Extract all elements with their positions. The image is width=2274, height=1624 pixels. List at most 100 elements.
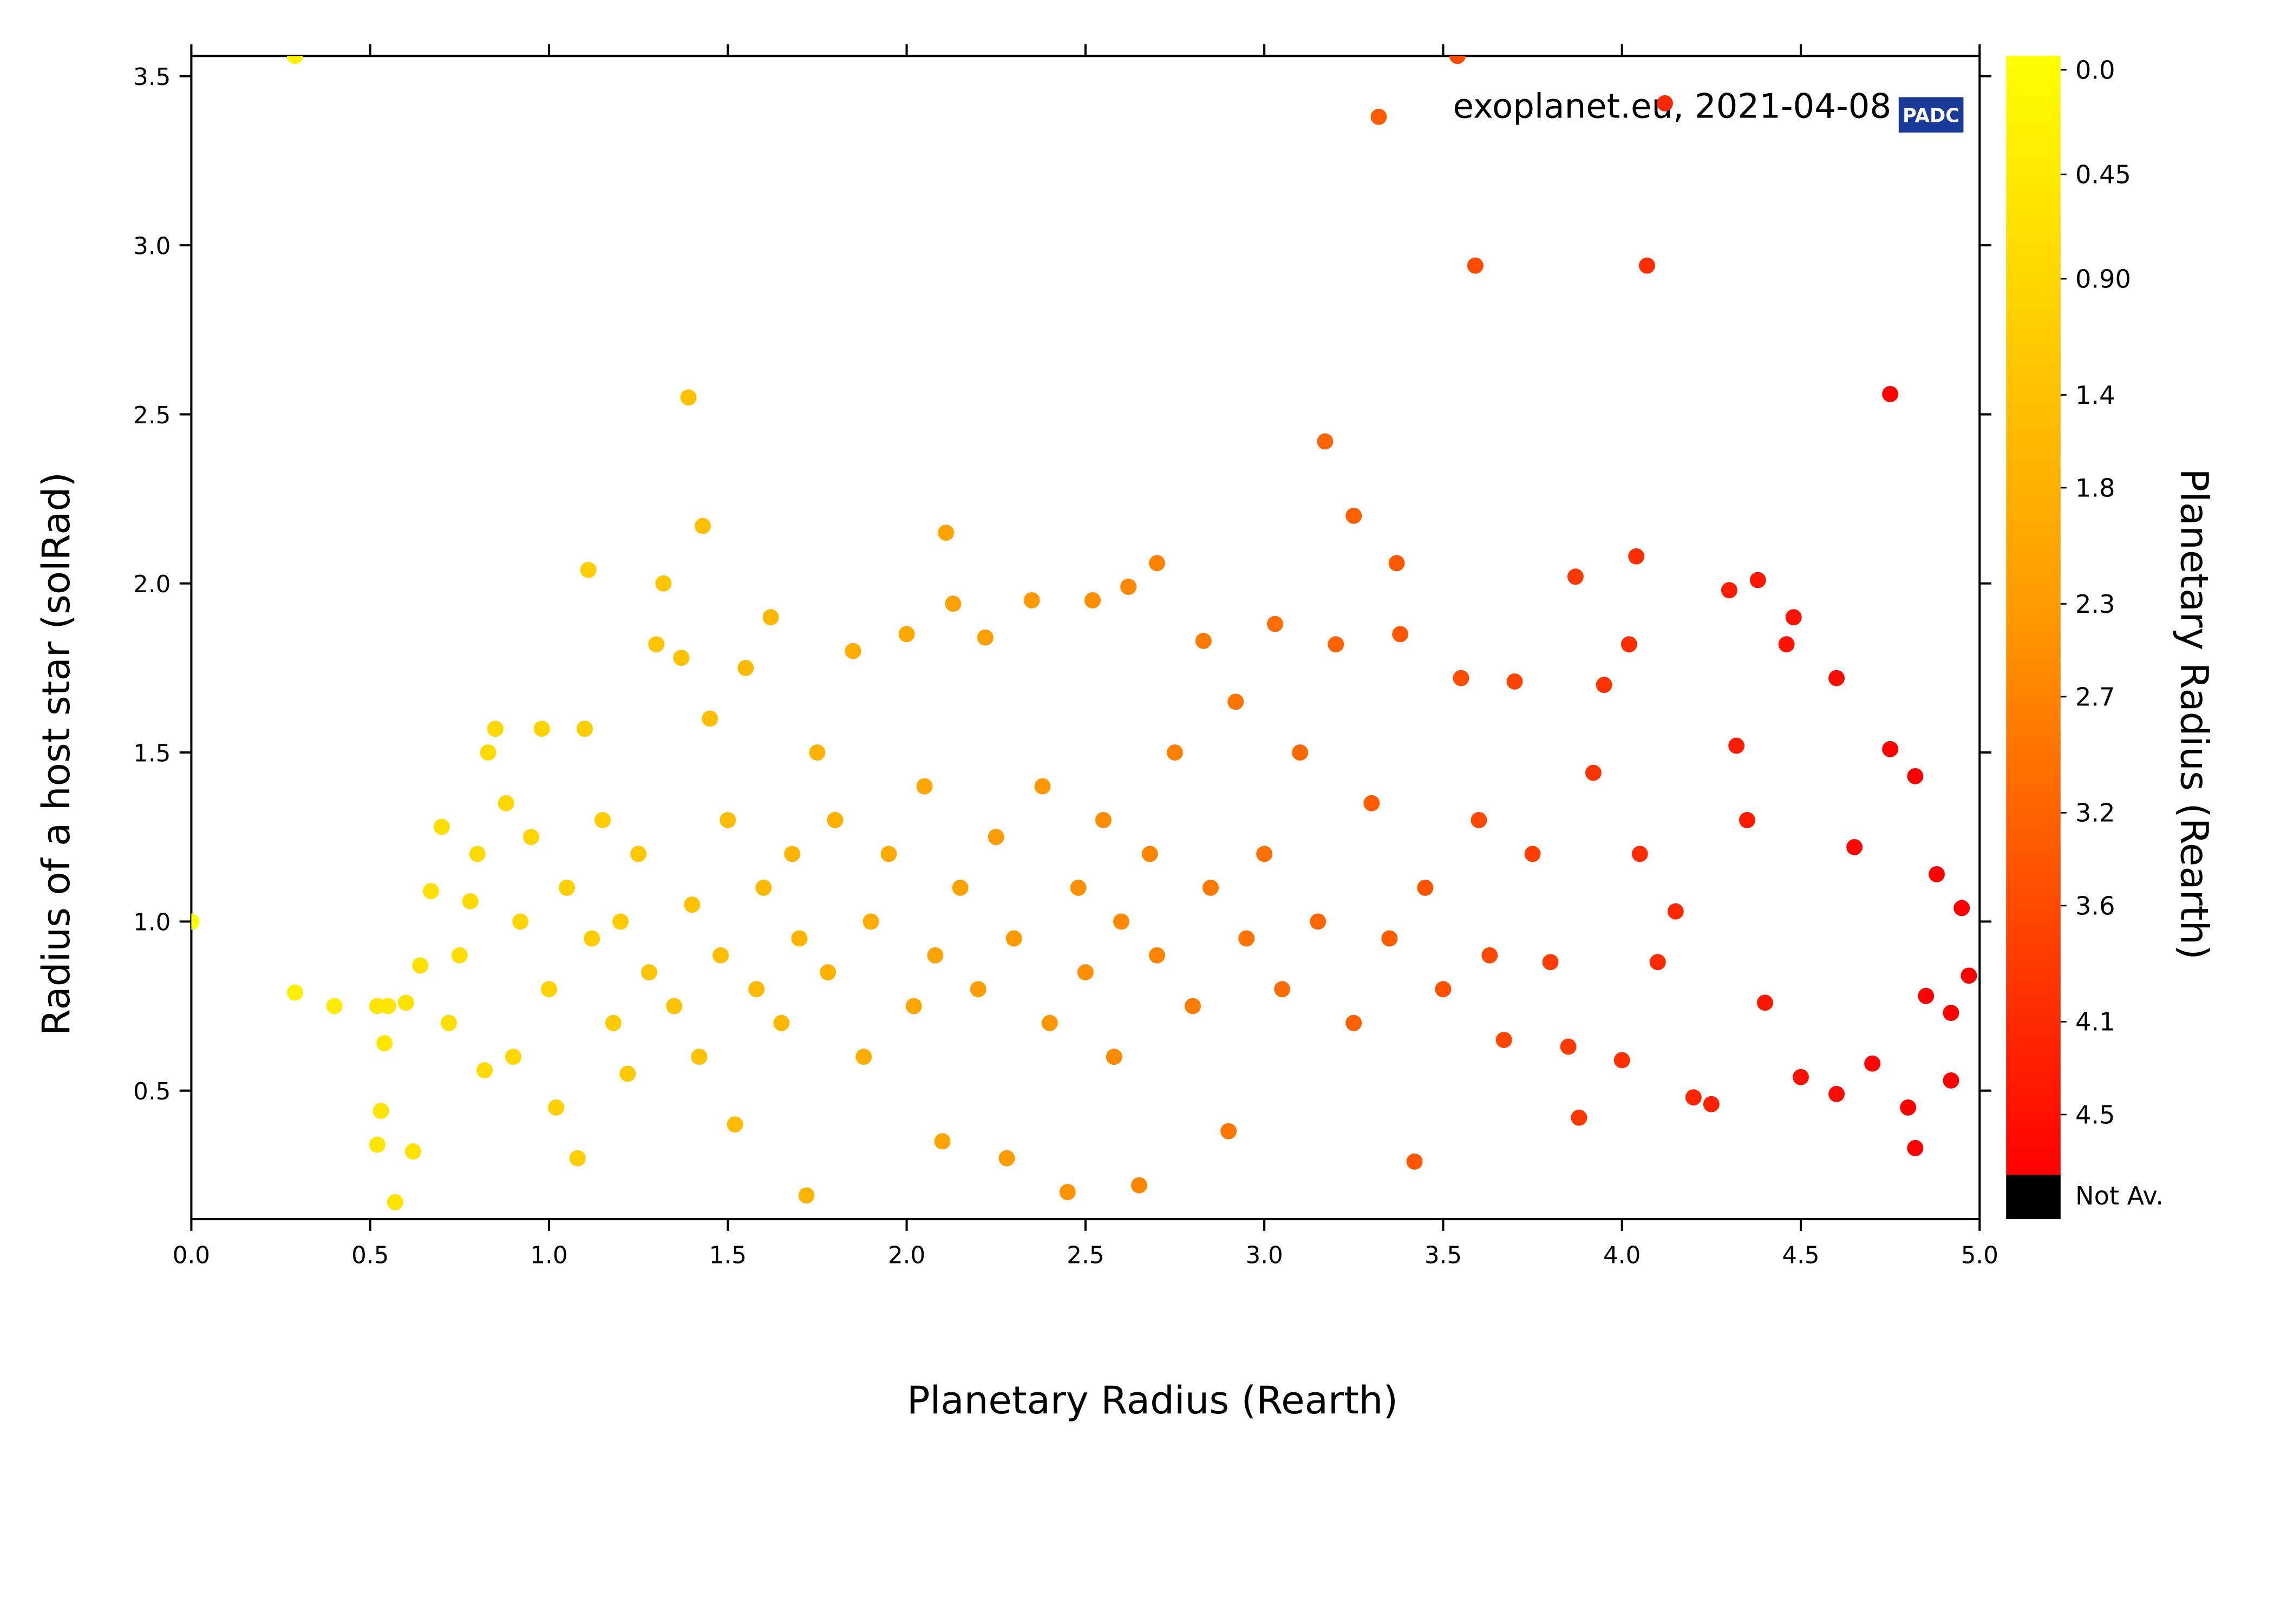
point [1620, 636, 1637, 653]
points [191, 56, 1977, 1210]
point [1095, 812, 1112, 828]
y-tick-label: 3.5 [133, 64, 171, 91]
logo: PADC [1903, 105, 1959, 127]
point [680, 389, 697, 406]
point [1828, 1085, 1845, 1102]
point [1256, 846, 1273, 862]
point [845, 643, 861, 659]
point [855, 1049, 872, 1065]
point [594, 812, 611, 828]
point [1481, 947, 1498, 964]
point [1317, 433, 1334, 450]
point [938, 525, 955, 541]
point [405, 1143, 421, 1160]
point [1388, 555, 1405, 572]
point [433, 818, 450, 835]
colorbar-na [2006, 1175, 2061, 1220]
point [619, 1065, 636, 1082]
point [1961, 967, 1977, 984]
point [1435, 981, 1452, 998]
x-tick-label: 2.5 [1067, 1242, 1104, 1269]
x-axis-label: Planetary Radius (Rearth) [907, 1378, 1398, 1423]
point [580, 561, 597, 578]
point [1739, 812, 1755, 828]
point [727, 1116, 743, 1133]
point [720, 812, 736, 828]
point [1943, 1005, 1959, 1021]
point [1882, 386, 1899, 402]
point [648, 636, 665, 653]
colorbar-tick-label: 4.1 [2075, 1007, 2115, 1037]
point [612, 913, 629, 930]
colorbar-tick-label: 3.6 [2075, 891, 2115, 920]
point [1785, 609, 1802, 626]
point [1953, 900, 1970, 916]
point [287, 56, 303, 64]
point [1846, 839, 1863, 855]
point [1392, 626, 1409, 643]
point [559, 879, 575, 896]
point [1106, 1049, 1122, 1065]
x-tick-label: 4.0 [1603, 1242, 1641, 1269]
x-tick-label: 4.5 [1782, 1242, 1819, 1269]
point [655, 575, 672, 592]
colorbar-na-label: Not Av. [2075, 1181, 2164, 1210]
point [1828, 670, 1845, 686]
colorbar-tick-label: 2.3 [2075, 590, 2115, 619]
point [1149, 947, 1165, 964]
colorbar-tick-label: 3.2 [2075, 798, 2115, 828]
point [1023, 592, 1040, 608]
colorbar-tick-label: 0.0 [2075, 55, 2115, 84]
point [1613, 1052, 1630, 1069]
point [1034, 778, 1051, 795]
point [713, 947, 729, 964]
y-tick-label: 2.0 [133, 571, 171, 598]
point [1195, 632, 1212, 649]
point [1120, 579, 1137, 595]
point [548, 1099, 565, 1116]
point [1703, 1096, 1720, 1112]
point [988, 829, 1004, 846]
point [487, 721, 504, 737]
point [737, 659, 754, 676]
x-tick-label: 1.5 [709, 1242, 747, 1269]
point [1149, 555, 1165, 572]
point [1495, 1032, 1512, 1048]
point [1596, 677, 1612, 693]
point [1141, 846, 1158, 862]
point [1417, 879, 1434, 896]
point [287, 984, 303, 1001]
point [397, 994, 414, 1011]
point [469, 846, 486, 862]
point [755, 879, 772, 896]
point [423, 883, 439, 900]
point [641, 964, 657, 981]
point [1907, 768, 1924, 784]
point [820, 964, 837, 981]
point [505, 1049, 521, 1065]
point [630, 846, 647, 862]
point [498, 795, 514, 811]
point [798, 1187, 815, 1204]
point [1467, 257, 1484, 274]
point [784, 846, 801, 862]
point [1567, 568, 1584, 585]
colorbar-tick-label: 4.5 [2075, 1100, 2115, 1129]
point [1685, 1089, 1702, 1106]
point [541, 981, 557, 998]
point [451, 947, 468, 964]
point [523, 829, 539, 846]
point [1864, 1055, 1881, 1072]
point [827, 812, 844, 828]
point [1041, 1014, 1058, 1031]
y-tick-label: 3.0 [133, 233, 171, 260]
logo-box [1898, 97, 1964, 133]
point [376, 1035, 393, 1052]
point [412, 957, 429, 974]
point [1918, 987, 1935, 1004]
point [1749, 572, 1766, 588]
point [809, 744, 826, 761]
point [1113, 913, 1129, 930]
point [462, 893, 479, 909]
